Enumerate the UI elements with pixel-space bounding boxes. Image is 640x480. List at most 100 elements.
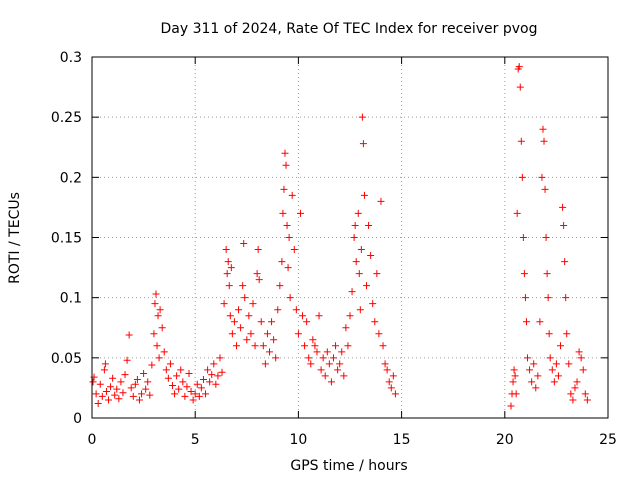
data-point — [317, 366, 325, 374]
data-point — [280, 185, 288, 193]
data-point — [214, 372, 222, 380]
data-point — [536, 318, 544, 326]
data-point — [142, 385, 150, 393]
grid — [92, 57, 608, 418]
data-point — [367, 252, 375, 260]
data-point — [540, 137, 548, 145]
data-point — [121, 371, 129, 379]
data-point — [329, 354, 337, 362]
data-point — [385, 378, 393, 386]
data-point — [583, 396, 591, 404]
data-point — [261, 360, 269, 368]
data-point — [156, 306, 164, 314]
data-point — [283, 221, 291, 229]
data-point — [573, 378, 581, 386]
y-axis-label: ROTI / TECUs — [7, 192, 23, 284]
data-point — [356, 306, 364, 314]
data-point — [123, 356, 131, 364]
data-point — [550, 378, 558, 386]
data-point — [202, 390, 210, 398]
data-point — [105, 396, 113, 404]
data-point — [185, 369, 193, 377]
data-point — [227, 264, 235, 272]
data-point — [334, 366, 342, 374]
data-point — [222, 246, 230, 254]
data-point — [113, 385, 121, 393]
data-point — [511, 372, 519, 380]
data-point — [249, 300, 257, 308]
data-point — [195, 392, 203, 400]
data-point — [369, 300, 377, 308]
y-tick-label: 0.2 — [60, 170, 82, 186]
data-point — [225, 282, 233, 290]
data-point — [253, 270, 261, 278]
data-point — [515, 63, 523, 71]
x-tick-label: 15 — [393, 432, 411, 448]
data-point — [350, 234, 358, 241]
y-tick-label: 0.1 — [60, 291, 82, 307]
data-point — [561, 258, 569, 266]
data-point — [321, 372, 329, 380]
data-point — [191, 390, 199, 398]
data-point — [375, 330, 383, 338]
data-point — [303, 318, 311, 326]
data-point — [358, 113, 366, 121]
data-point — [94, 400, 102, 408]
data-point — [292, 306, 300, 314]
data-point — [166, 360, 174, 368]
data-point — [210, 360, 218, 368]
data-point — [512, 390, 520, 398]
data-point — [565, 360, 573, 368]
data-point — [359, 140, 367, 148]
data-point — [351, 221, 359, 229]
data-point — [107, 383, 115, 391]
data-point — [232, 342, 240, 350]
x-tick-label: 5 — [191, 432, 200, 448]
data-point — [309, 336, 317, 344]
data-point — [183, 383, 191, 391]
data-point — [518, 173, 526, 181]
data-point — [153, 342, 161, 350]
data-point — [115, 395, 123, 403]
data-point — [241, 294, 249, 302]
data-point — [129, 392, 137, 400]
data-point — [117, 378, 125, 386]
data-point — [296, 209, 304, 217]
data-point — [543, 270, 551, 278]
data-point — [530, 360, 538, 368]
y-tick-label: 0.05 — [51, 351, 82, 367]
data-point — [220, 300, 228, 308]
data-point — [389, 372, 397, 380]
data-point — [251, 342, 259, 350]
data-point — [162, 366, 170, 374]
data-point — [228, 330, 236, 338]
data-point — [548, 366, 556, 374]
data-point — [268, 318, 276, 326]
data-point — [282, 161, 290, 169]
data-point — [281, 149, 289, 157]
data-point — [164, 374, 172, 382]
data-point — [338, 348, 346, 356]
data-point — [365, 221, 373, 229]
data-point — [524, 354, 532, 362]
data-point — [230, 318, 238, 326]
data-point — [340, 372, 348, 380]
data-point — [557, 342, 565, 350]
data-point — [152, 290, 160, 298]
data-point — [276, 282, 284, 290]
data-point — [336, 360, 344, 368]
data-point — [171, 390, 179, 398]
data-point — [562, 294, 570, 302]
data-point — [255, 276, 263, 284]
data-point — [254, 246, 262, 254]
x-tick-label: 20 — [496, 432, 514, 448]
data-point — [237, 324, 245, 332]
data-point — [197, 384, 205, 392]
data-point — [138, 390, 146, 398]
data-point — [509, 378, 517, 386]
data-point — [148, 361, 156, 369]
data-point — [279, 209, 287, 217]
data-point — [177, 366, 185, 374]
data-point — [307, 360, 315, 368]
data-point — [301, 342, 309, 350]
